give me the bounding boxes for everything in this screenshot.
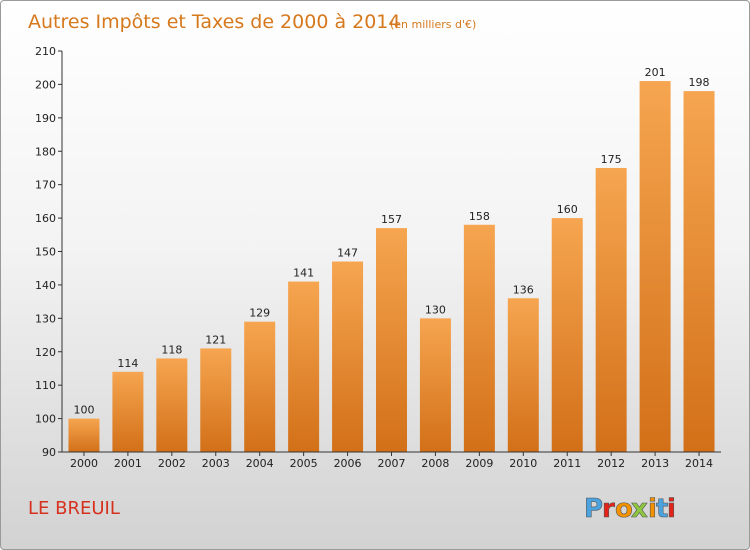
bar	[68, 418, 100, 452]
x-tick-label: 2004	[246, 457, 274, 470]
bar	[683, 91, 715, 452]
x-tick-label: 2008	[421, 457, 449, 470]
logo-letter: r	[602, 494, 615, 524]
y-tick-label: 150	[35, 246, 56, 259]
x-tick-label: 2002	[158, 457, 186, 470]
logo-letter: x	[631, 494, 648, 524]
y-tick-label: 190	[35, 112, 56, 125]
y-tick-label: 110	[35, 379, 56, 392]
x-tick-label: 2007	[378, 457, 406, 470]
y-tick-label: 100	[35, 413, 56, 426]
x-tick-label: 2010	[509, 457, 537, 470]
x-tick-label: 2012	[597, 457, 625, 470]
bar-value-label: 175	[601, 153, 622, 166]
y-tick-label: 160	[35, 212, 56, 225]
bar	[595, 167, 627, 453]
x-axis: 2000 2001 2002 2003 2004 2005 2006 2007 2008 2009…	[62, 451, 721, 470]
bar	[507, 298, 539, 452]
bar	[288, 281, 320, 452]
bar	[639, 81, 671, 452]
bars-group	[68, 81, 715, 453]
bar	[244, 321, 276, 452]
bar-value-label: 201	[645, 66, 666, 79]
bar-value-label: 114	[117, 357, 138, 370]
x-tick-label: 2000	[70, 457, 98, 470]
logo-letter: o	[615, 494, 633, 524]
y-tick-label: 120	[35, 346, 56, 359]
place-label: LE BREUIL	[28, 498, 120, 519]
y-axis: 90 100 110 120 130 140 150 160 170 180 190 200 210	[35, 45, 63, 459]
y-tick-label: 200	[35, 78, 56, 91]
x-tick-label: 2001	[114, 457, 142, 470]
bar	[156, 358, 188, 452]
y-tick-label: 170	[35, 179, 56, 192]
x-tick-label: 2003	[202, 457, 230, 470]
bar-value-label: 141	[293, 267, 314, 280]
x-tick-label: 2014	[685, 457, 713, 470]
logo-letter: P	[584, 494, 603, 524]
bar	[419, 318, 451, 452]
bar	[551, 218, 583, 452]
bar-value-label: 198	[689, 76, 710, 89]
bar-value-label: 160	[557, 203, 578, 216]
bar-value-label: 136	[513, 283, 534, 296]
logo-letter: t	[656, 494, 668, 524]
bar	[463, 224, 495, 452]
x-tick-label: 2013	[641, 457, 669, 470]
chart-subtitle: (en milliers d'€)	[390, 18, 476, 31]
y-tick-label: 130	[35, 312, 56, 325]
bar-value-label: 158	[469, 210, 490, 223]
bar	[112, 371, 144, 452]
bar	[332, 261, 364, 452]
y-tick-label: 180	[35, 145, 56, 158]
x-tick-label: 2006	[334, 457, 362, 470]
bar-value-label: 129	[249, 307, 270, 320]
value-labels-group: 100 114 118 121 129 141 147 157 130 158 136 160 175 2…	[73, 66, 709, 417]
logo-letter: i	[648, 494, 657, 524]
x-tick-label: 2005	[290, 457, 318, 470]
x-tick-label: 2011	[553, 457, 581, 470]
bar	[376, 228, 407, 452]
y-tick-label: 140	[35, 279, 56, 292]
y-tick-label: 210	[35, 45, 56, 58]
bar-value-label: 157	[381, 213, 402, 226]
bar-value-label: 147	[337, 247, 358, 260]
x-tick-label: 2009	[465, 457, 493, 470]
y-tick-label: 90	[42, 446, 56, 459]
bar-value-label: 130	[425, 303, 446, 316]
bar-value-label: 121	[205, 333, 226, 346]
bar	[200, 348, 232, 452]
bar-value-label: 100	[73, 404, 94, 417]
bar-value-label: 118	[161, 343, 182, 356]
logo-letter: i	[667, 494, 676, 524]
chart-title: Autres Impôts et Taxes de 2000 à 2014	[28, 11, 401, 33]
proxiti-logo: Pr ox i ti	[584, 494, 677, 525]
